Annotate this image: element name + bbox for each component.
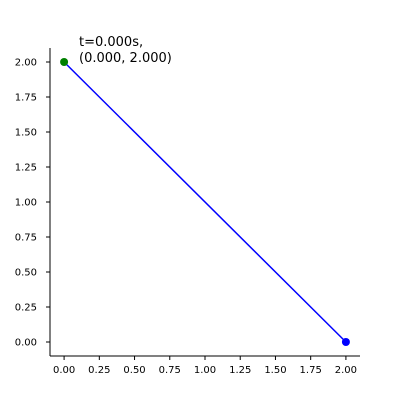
x-tick-label: 0.25 bbox=[88, 365, 110, 376]
x-tick-label: 0.50 bbox=[123, 365, 145, 376]
x-tick-label: 1.25 bbox=[229, 365, 251, 376]
series-layer bbox=[63, 61, 347, 343]
y-tick-label: 1.25 bbox=[15, 163, 37, 174]
y-tick-label: 0.75 bbox=[15, 233, 37, 244]
y-tick-label: 1.75 bbox=[15, 93, 37, 104]
annotation-line-2: (0.000, 2.000) bbox=[79, 51, 172, 66]
x-tick-label: 1.50 bbox=[264, 365, 286, 376]
y-tick-label: 1.00 bbox=[15, 198, 37, 209]
x-tick-label: 1.75 bbox=[300, 365, 322, 376]
y-tick-label: 0.25 bbox=[15, 303, 37, 314]
data-point bbox=[60, 58, 69, 66]
x-tick-label: 1.00 bbox=[194, 365, 216, 376]
series-line bbox=[63, 61, 347, 343]
y-tick-label: 2.00 bbox=[15, 58, 37, 69]
y-ticks: 0.00 0.25 0.50 0.75 1.00 1.25 1.50 1.75 2.00 bbox=[15, 58, 50, 349]
data-point bbox=[341, 338, 350, 346]
x-ticks: 0.00 0.25 0.50 0.75 1.00 1.25 1.50 1.75 2.00 bbox=[53, 356, 357, 376]
x-tick-label: 0.00 bbox=[53, 365, 75, 376]
y-tick-label: 0.50 bbox=[15, 268, 37, 279]
points-layer bbox=[60, 58, 350, 346]
y-tick-label: 1.50 bbox=[15, 128, 37, 139]
y-tick-label: 0.00 bbox=[15, 338, 37, 349]
x-tick-label: 2.00 bbox=[335, 365, 357, 376]
annotation-line-1: t=0.000s, bbox=[79, 35, 143, 50]
x-tick-label: 0.75 bbox=[159, 365, 181, 376]
